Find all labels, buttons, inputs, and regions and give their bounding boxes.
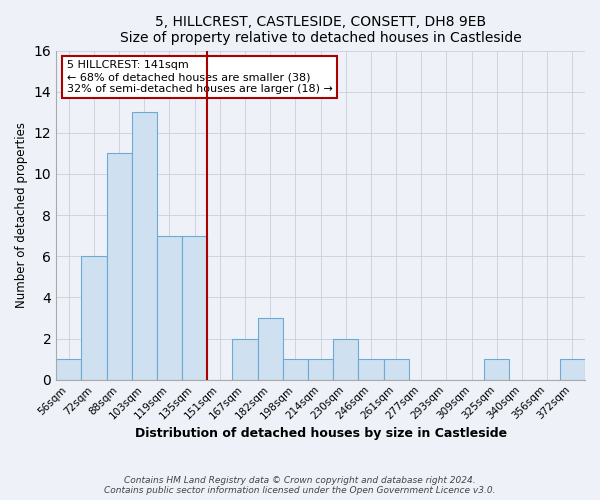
Y-axis label: Number of detached properties: Number of detached properties xyxy=(15,122,28,308)
Bar xyxy=(257,318,283,380)
Text: 5 HILLCREST: 141sqm
← 68% of detached houses are smaller (38)
32% of semi-detach: 5 HILLCREST: 141sqm ← 68% of detached ho… xyxy=(67,60,332,94)
Bar xyxy=(283,359,308,380)
Bar xyxy=(358,359,383,380)
Text: Contains HM Land Registry data © Crown copyright and database right 2024.
Contai: Contains HM Land Registry data © Crown c… xyxy=(104,476,496,495)
Bar xyxy=(157,236,182,380)
Bar xyxy=(107,154,132,380)
Title: 5, HILLCREST, CASTLESIDE, CONSETT, DH8 9EB
Size of property relative to detached: 5, HILLCREST, CASTLESIDE, CONSETT, DH8 9… xyxy=(120,15,521,45)
Bar xyxy=(383,359,409,380)
Bar xyxy=(132,112,157,380)
Bar xyxy=(560,359,585,380)
Bar xyxy=(484,359,509,380)
Bar xyxy=(82,256,107,380)
Bar xyxy=(232,338,257,380)
Bar xyxy=(56,359,82,380)
X-axis label: Distribution of detached houses by size in Castleside: Distribution of detached houses by size … xyxy=(134,427,506,440)
Bar xyxy=(182,236,207,380)
Bar xyxy=(333,338,358,380)
Bar xyxy=(308,359,333,380)
